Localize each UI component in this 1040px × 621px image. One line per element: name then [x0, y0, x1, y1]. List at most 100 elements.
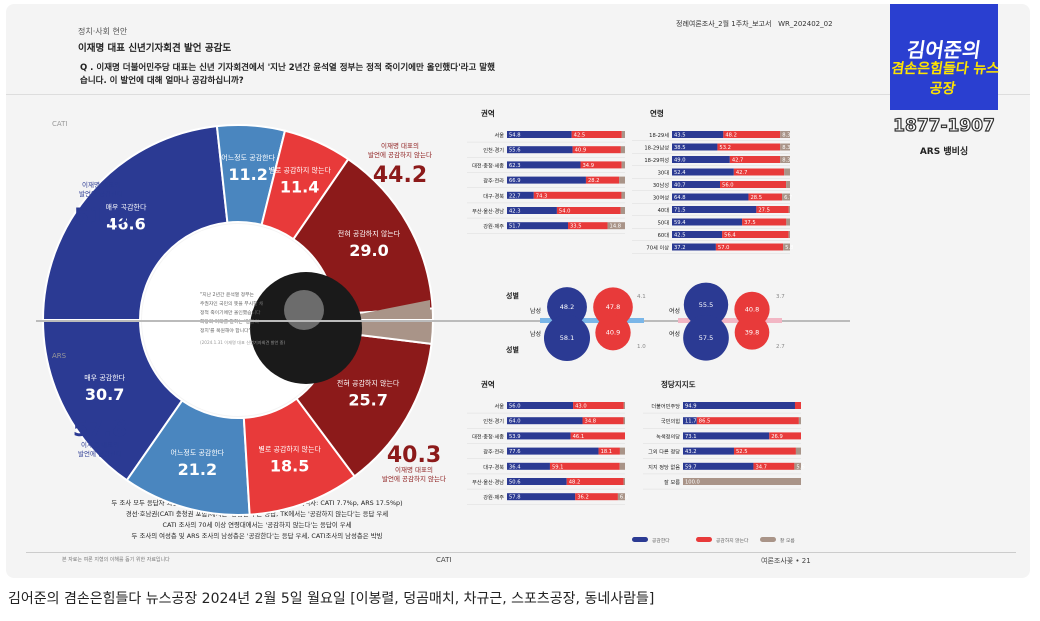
ars-party-bar-5-2 [683, 478, 801, 485]
cati-age-bar-4-1 [720, 181, 787, 188]
cati-slice-label-2: 별로 공감하지 않는다 [258, 444, 321, 453]
legend-swatch-1 [696, 537, 712, 542]
cati-age-bar-label-1-0: 38.5 [674, 145, 686, 151]
ars-region-bar-label-6-0: 57.8 [509, 495, 521, 501]
ars-region-bar-6-1 [575, 493, 618, 501]
gender-bubble-agree-1 [543, 315, 591, 362]
cati-age-bar-7-0 [672, 218, 743, 226]
ars-region-bar-0-2 [623, 402, 625, 409]
cati-age-bar-8-0 [672, 231, 723, 238]
ars-party-title: 정당지지도 [661, 379, 696, 389]
ars-party-bar-4-0 [683, 462, 754, 470]
ars-party-bar-1-1 [696, 417, 799, 425]
cati-age-bar-8-2 [788, 231, 790, 238]
cati-age-cat-5: 30여성 [653, 194, 669, 202]
cati-age-bar-6-2 [788, 206, 790, 213]
cati-age-bar-2-0 [672, 156, 730, 163]
cati-disagree-total-label-2: 발언에 공감하지 않는다 [368, 150, 432, 159]
ars-region-bar-2-0 [507, 432, 571, 440]
cati-age-bar-3-0 [672, 168, 734, 176]
cati-region-cat-1: 인천·경기 [483, 146, 504, 154]
ars-party-bar-label-1-1: 86.5 [699, 419, 711, 425]
ars-region-cat-5: 부산·울산·경남 [472, 478, 504, 486]
ars-label: ARS [52, 352, 67, 360]
cati-slice-0 [41, 319, 184, 482]
ars-party-cat-5: 잘 모름 [664, 478, 680, 486]
cati-age-cat-8: 60대 [658, 231, 670, 239]
ars-slice-label-3: 전혀 공감하지 않는다 [338, 229, 401, 238]
cati-age-bar-0-2 [780, 131, 790, 138]
gender-title-bottom: 성별 [506, 345, 519, 354]
cati-age-bar-label-2-1: 42.7 [732, 158, 744, 164]
gender-bubble-disagree-1 [595, 315, 631, 351]
cati-age-bar-label-0-2: 8.3 [782, 133, 790, 139]
ars-party-bar-3-2 [795, 447, 801, 455]
cati-region-bar-label-3-1: 28.2 [588, 178, 600, 184]
ars-disagree-total: 40.3 [387, 443, 441, 468]
ars-party-bar-1-2 [798, 417, 801, 425]
cati-age-bar-label-6-1: 27.5 [758, 208, 770, 214]
ars-unknown-wedge [360, 321, 430, 333]
ars-region-cat-4: 대구·경북 [483, 463, 504, 471]
cati-region-bar-label-0-0: 54.8 [509, 133, 521, 139]
ars-region-cat-6: 강원·제주 [483, 493, 504, 501]
center-quote-source: (2024.1.31 이재명 대표 신년기자회견 발언 중) [200, 339, 286, 346]
gender-unknown-label-1: 1.0 [637, 344, 646, 350]
ars-agree-total-label-2: 발언에 공감한다 [78, 449, 122, 458]
ars-party-cat-3: 그외 다른 정당 [648, 448, 680, 456]
cati-region-bar-label-2-0: 62.3 [509, 163, 521, 169]
ars-label: ARS 뱅비싱 [919, 147, 969, 157]
ars-disagree-total-label-1: 이재명 대표의 [395, 465, 433, 474]
cati-age-bar-9-0 [672, 243, 716, 251]
cati-age-bar-label-8-0: 42.5 [674, 233, 686, 239]
cati-region-bar-1-2 [620, 146, 625, 154]
cati-slice-value-0: 30.7 [85, 385, 124, 404]
cati-age-bar-7-1 [742, 218, 787, 226]
ars-disagree-total-label-2: 발언에 공감하지 않는다 [382, 474, 446, 483]
cati-age-bar-5-1 [748, 193, 783, 201]
ars-slice-value-2: 11.4 [280, 178, 319, 197]
cati-age-bar-9-2 [783, 243, 790, 251]
header-divider [6, 94, 1030, 95]
ars-region-bar-1-1 [582, 417, 624, 425]
gender-unknown-label-0: 4.1 [637, 294, 646, 300]
cati-age-bar-label-9-0: 37.2 [674, 245, 686, 251]
cati-age-cat-6: 40대 [658, 206, 670, 214]
ars-region-bar-6-2 [617, 493, 625, 501]
cati-region-bar-6-1 [568, 222, 608, 230]
ars-party-bar-2-0 [683, 432, 770, 440]
center-quote-line-2: 정적 죽이기에만 올인했습니다 [200, 309, 261, 316]
ars-party-bar-4-1 [753, 462, 795, 470]
ars-region-cat-0: 서울 [494, 402, 504, 410]
cati-region-bar-label-3-0: 66.9 [509, 178, 521, 184]
cati-age-bar-label-3-1: 42.7 [736, 170, 748, 176]
cati-slice-value-2: 18.5 [270, 456, 309, 475]
ars-party-bar-2-1 [769, 432, 801, 440]
ars-region-bar-4-2 [619, 462, 625, 470]
cati-slice-2 [242, 397, 356, 516]
gender-unknown-label-2: 3.7 [776, 294, 785, 300]
cati-region-cat-4: 대구·경북 [483, 192, 504, 200]
gender-bubble-agree-3 [683, 315, 729, 361]
ars-party-bar-label-2-1: 26.9 [771, 434, 783, 440]
cati-age-bar-label-2-2: 8.3 [782, 158, 790, 164]
cati-region-bar-5-1 [556, 207, 621, 214]
ars-region-bar-label-0-1: 43.0 [575, 404, 587, 410]
ars-slice-value-1: 11.2 [228, 165, 267, 184]
gender-bubble-disagree-label-3: 39.8 [745, 328, 759, 336]
ars-slice-label-1: 어느정도 공감한다 [221, 153, 275, 162]
portrait-face [284, 290, 324, 330]
cati-region-bar-label-6-2: 14.8 [610, 224, 622, 230]
cati-age-bar-label-2-0: 49.0 [674, 158, 686, 164]
gender-row-label-0: 남성 [530, 307, 541, 315]
ars-region-bar-3-2 [619, 447, 625, 455]
cati-region-bar-label-1-0: 55.6 [509, 148, 521, 154]
cati-age-title: 연령 [650, 108, 664, 118]
cati-region-bar-4-0 [507, 191, 534, 199]
cati-region-cat-0: 서울 [494, 131, 504, 139]
cati-age-bar-label-7-1: 37.5 [744, 220, 756, 226]
cati-slice-label-1: 어느정도 공감한다 [171, 448, 225, 457]
cati-label: CATI [52, 120, 67, 128]
ars-party-bar-label-1-0: 11.7 [685, 419, 697, 425]
ars-region-bar-5-2 [623, 478, 625, 485]
